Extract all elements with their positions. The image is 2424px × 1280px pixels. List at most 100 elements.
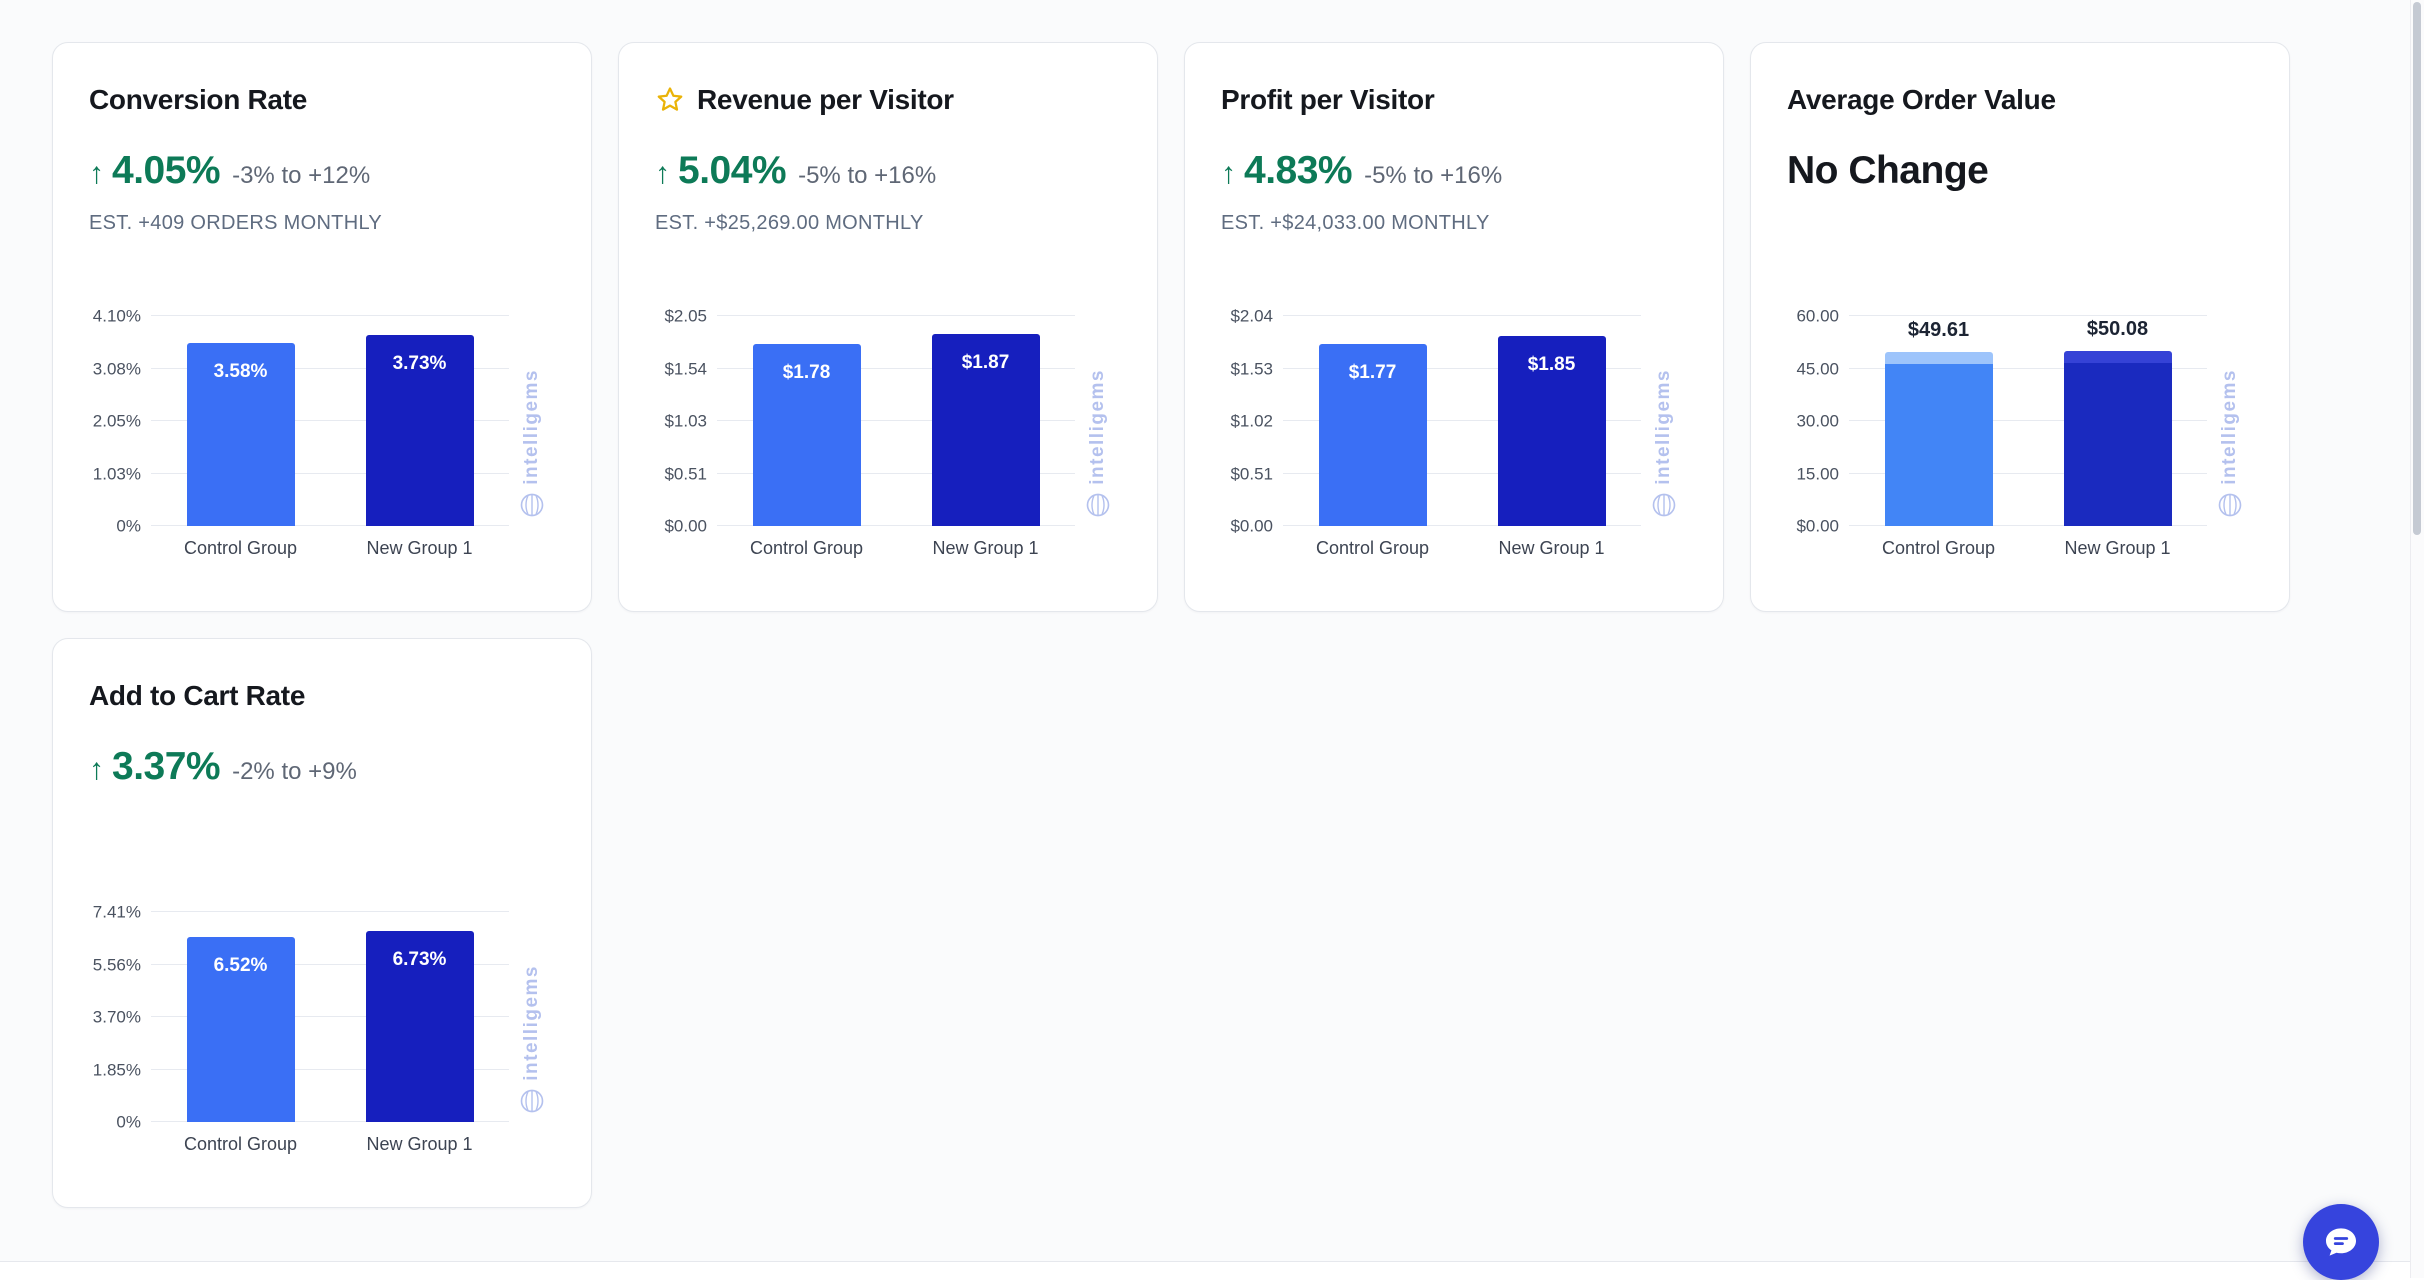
- gridline: [1849, 367, 2207, 369]
- y-axis-tick-label: $0.51: [664, 464, 707, 483]
- gridline: [1849, 420, 2207, 421]
- gridline: [717, 472, 1075, 474]
- y-axis-tick-label: $0.00: [1796, 516, 1839, 536]
- y-axis-tick-label: $0.51: [1230, 464, 1273, 483]
- bar-column: 3.73%: [330, 316, 509, 526]
- plot-grid: $1.77 $1.85: [1283, 315, 1641, 526]
- y-axis-tick-label: 7.41%: [92, 902, 141, 922]
- card-title: Profit per Visitor: [1221, 84, 1435, 115]
- bar-column: 3.58%: [151, 316, 330, 526]
- bar-value-label: $1.77: [1348, 361, 1397, 383]
- bars-layer: 6.52% 6.73%: [151, 912, 509, 1122]
- card-title: Add to Cart Rate: [89, 680, 306, 711]
- gridline: [1283, 525, 1641, 526]
- estimate-text: EST. +$24,033.00 MONTHLY: [1221, 212, 1490, 234]
- x-axis-label: Control Group: [183, 538, 298, 558]
- y-axis-tick-label: 2.05%: [92, 411, 141, 431]
- y-axis-tick-label: $0.00: [1230, 516, 1273, 536]
- y-axis-tick-label: 0%: [116, 516, 141, 536]
- gridline: [1283, 315, 1641, 316]
- gridline: [151, 472, 509, 474]
- bars-layer: $1.77 $1.85: [1283, 316, 1641, 526]
- bar-value-label: $1.87: [961, 352, 1010, 374]
- y-axis-tick-label: $2.05: [664, 306, 707, 326]
- gridline: [151, 1121, 509, 1122]
- star-icon: [655, 85, 685, 115]
- gridline: [717, 420, 1075, 421]
- bars-layer: $1.78 $1.87: [717, 316, 1075, 526]
- scrollbar-track[interactable]: [2410, 0, 2424, 1278]
- bar-chart-average-order-value: $0.00 15.00 30.00 45.00 60.00 $49.61 $50.08 Con…: [1787, 308, 2253, 568]
- bar-column: $1.78: [717, 316, 896, 526]
- y-axis-tick-label: 60.00: [1796, 306, 1839, 326]
- x-axis-label: New Group 1: [2064, 538, 2171, 558]
- metric-value: No Change: [1787, 149, 1989, 192]
- y-axis: 0% 1.03% 2.05% 3.08% 4.10%: [89, 308, 151, 535]
- intelligems-watermark: intelligems: [1641, 316, 1687, 526]
- bars-layer: 3.58% 3.73%: [151, 316, 509, 526]
- bar-value-label: 6.52%: [213, 955, 268, 977]
- y-axis-tick-label: 3.70%: [92, 1007, 141, 1027]
- y-axis-tick-label: 45.00: [1796, 359, 1839, 378]
- gridline: [151, 1016, 509, 1017]
- plot-grid: $1.78 $1.87: [717, 315, 1075, 526]
- card-title: Conversion Rate: [89, 84, 307, 115]
- chart-bar: $1.87: [931, 334, 1040, 526]
- bar-value-label: 3.73%: [392, 352, 447, 374]
- x-axis-label: Control Group: [749, 538, 864, 558]
- bar-value-label: $49.61: [1907, 319, 1970, 342]
- metric-headline: ↑ 5.04% -5% to +16%: [655, 151, 1121, 191]
- plot-grid: $49.61 $50.08: [1849, 315, 2207, 526]
- scrollbar-thumb[interactable]: [2413, 2, 2421, 535]
- metric-value: 4.83%: [1244, 149, 1353, 192]
- chart-bar: $49.61: [1884, 319, 1993, 526]
- x-axis-label: Control Group: [1315, 538, 1430, 558]
- estimate-text: [1787, 212, 2253, 236]
- chart-bar: 6.52%: [186, 937, 295, 1122]
- gridline: [1283, 420, 1641, 421]
- chat-launcher-button[interactable]: [2303, 1204, 2379, 1280]
- chart-bar: 3.73%: [365, 334, 474, 526]
- plot-area: $49.61 $50.08 Control Group New Group 1: [1849, 315, 2207, 568]
- bar-value-label: 6.73%: [392, 949, 447, 971]
- x-axis-label: Control Group: [183, 1134, 298, 1154]
- bar-column: $1.85: [1462, 316, 1641, 526]
- y-axis-tick-label: $1.02: [1230, 411, 1273, 431]
- y-axis-tick-label: 30.00: [1796, 411, 1839, 431]
- metric-range: -5% to +16%: [1364, 162, 1503, 189]
- intelligems-logo-icon: [1650, 491, 1678, 524]
- intelligems-logo-icon: [518, 491, 546, 524]
- y-axis: 0% 1.85% 3.70% 5.56% 7.41%: [89, 904, 151, 1131]
- up-arrow-icon: ↑: [89, 157, 104, 190]
- gridline: [1849, 525, 2207, 526]
- intelligems-watermark: intelligems: [509, 316, 555, 526]
- bar-value-label: $50.08: [2086, 317, 2149, 340]
- intelligems-watermark-text: intelligems: [1087, 369, 1108, 485]
- chart-bar: $1.77: [1318, 343, 1427, 526]
- plot-grid: 6.52% 6.73%: [151, 911, 509, 1122]
- x-axis: Control Group New Group 1: [151, 538, 509, 559]
- gridline: [151, 367, 509, 369]
- gridline: [151, 963, 509, 965]
- metric-card-average-order-value: Average Order Value No Change $0.00 15.00…: [1750, 42, 2290, 612]
- bar-value-label: $1.78: [782, 361, 831, 383]
- metric-value: 4.05%: [112, 149, 221, 192]
- gridline: [1849, 472, 2207, 474]
- x-axis: Control Group New Group 1: [717, 538, 1075, 559]
- y-axis-tick-label: 0%: [116, 1112, 141, 1132]
- gridline: [717, 315, 1075, 316]
- gridline: [1849, 315, 2207, 316]
- bar-chart-profit-per-visitor: $0.00 $0.51 $1.02 $1.53 $2.04 $1.77 $1.85 Contr…: [1221, 308, 1687, 568]
- gridline: [151, 525, 509, 526]
- metrics-grid: Conversion Rate ↑ 4.05% -3% to +12% EST.…: [52, 42, 2290, 1208]
- bar-column: $1.77: [1283, 316, 1462, 526]
- y-axis: $0.00 15.00 30.00 45.00 60.00: [1787, 308, 1849, 535]
- metric-card-profit-per-visitor: Profit per Visitor ↑ 4.83% -5% to +16% E…: [1184, 42, 1724, 612]
- up-arrow-icon: ↑: [655, 157, 670, 190]
- intelligems-logo-icon: [2216, 491, 2244, 524]
- y-axis: $0.00 $0.51 $1.03 $1.54 $2.05: [655, 308, 717, 535]
- card-title-row: Add to Cart Rate: [89, 679, 555, 713]
- metric-card-revenue-per-visitor: Revenue per Visitor ↑ 5.04% -5% to +16% …: [618, 42, 1158, 612]
- bar-column: $49.61: [1849, 316, 2028, 526]
- x-axis: Control Group New Group 1: [1849, 538, 2207, 559]
